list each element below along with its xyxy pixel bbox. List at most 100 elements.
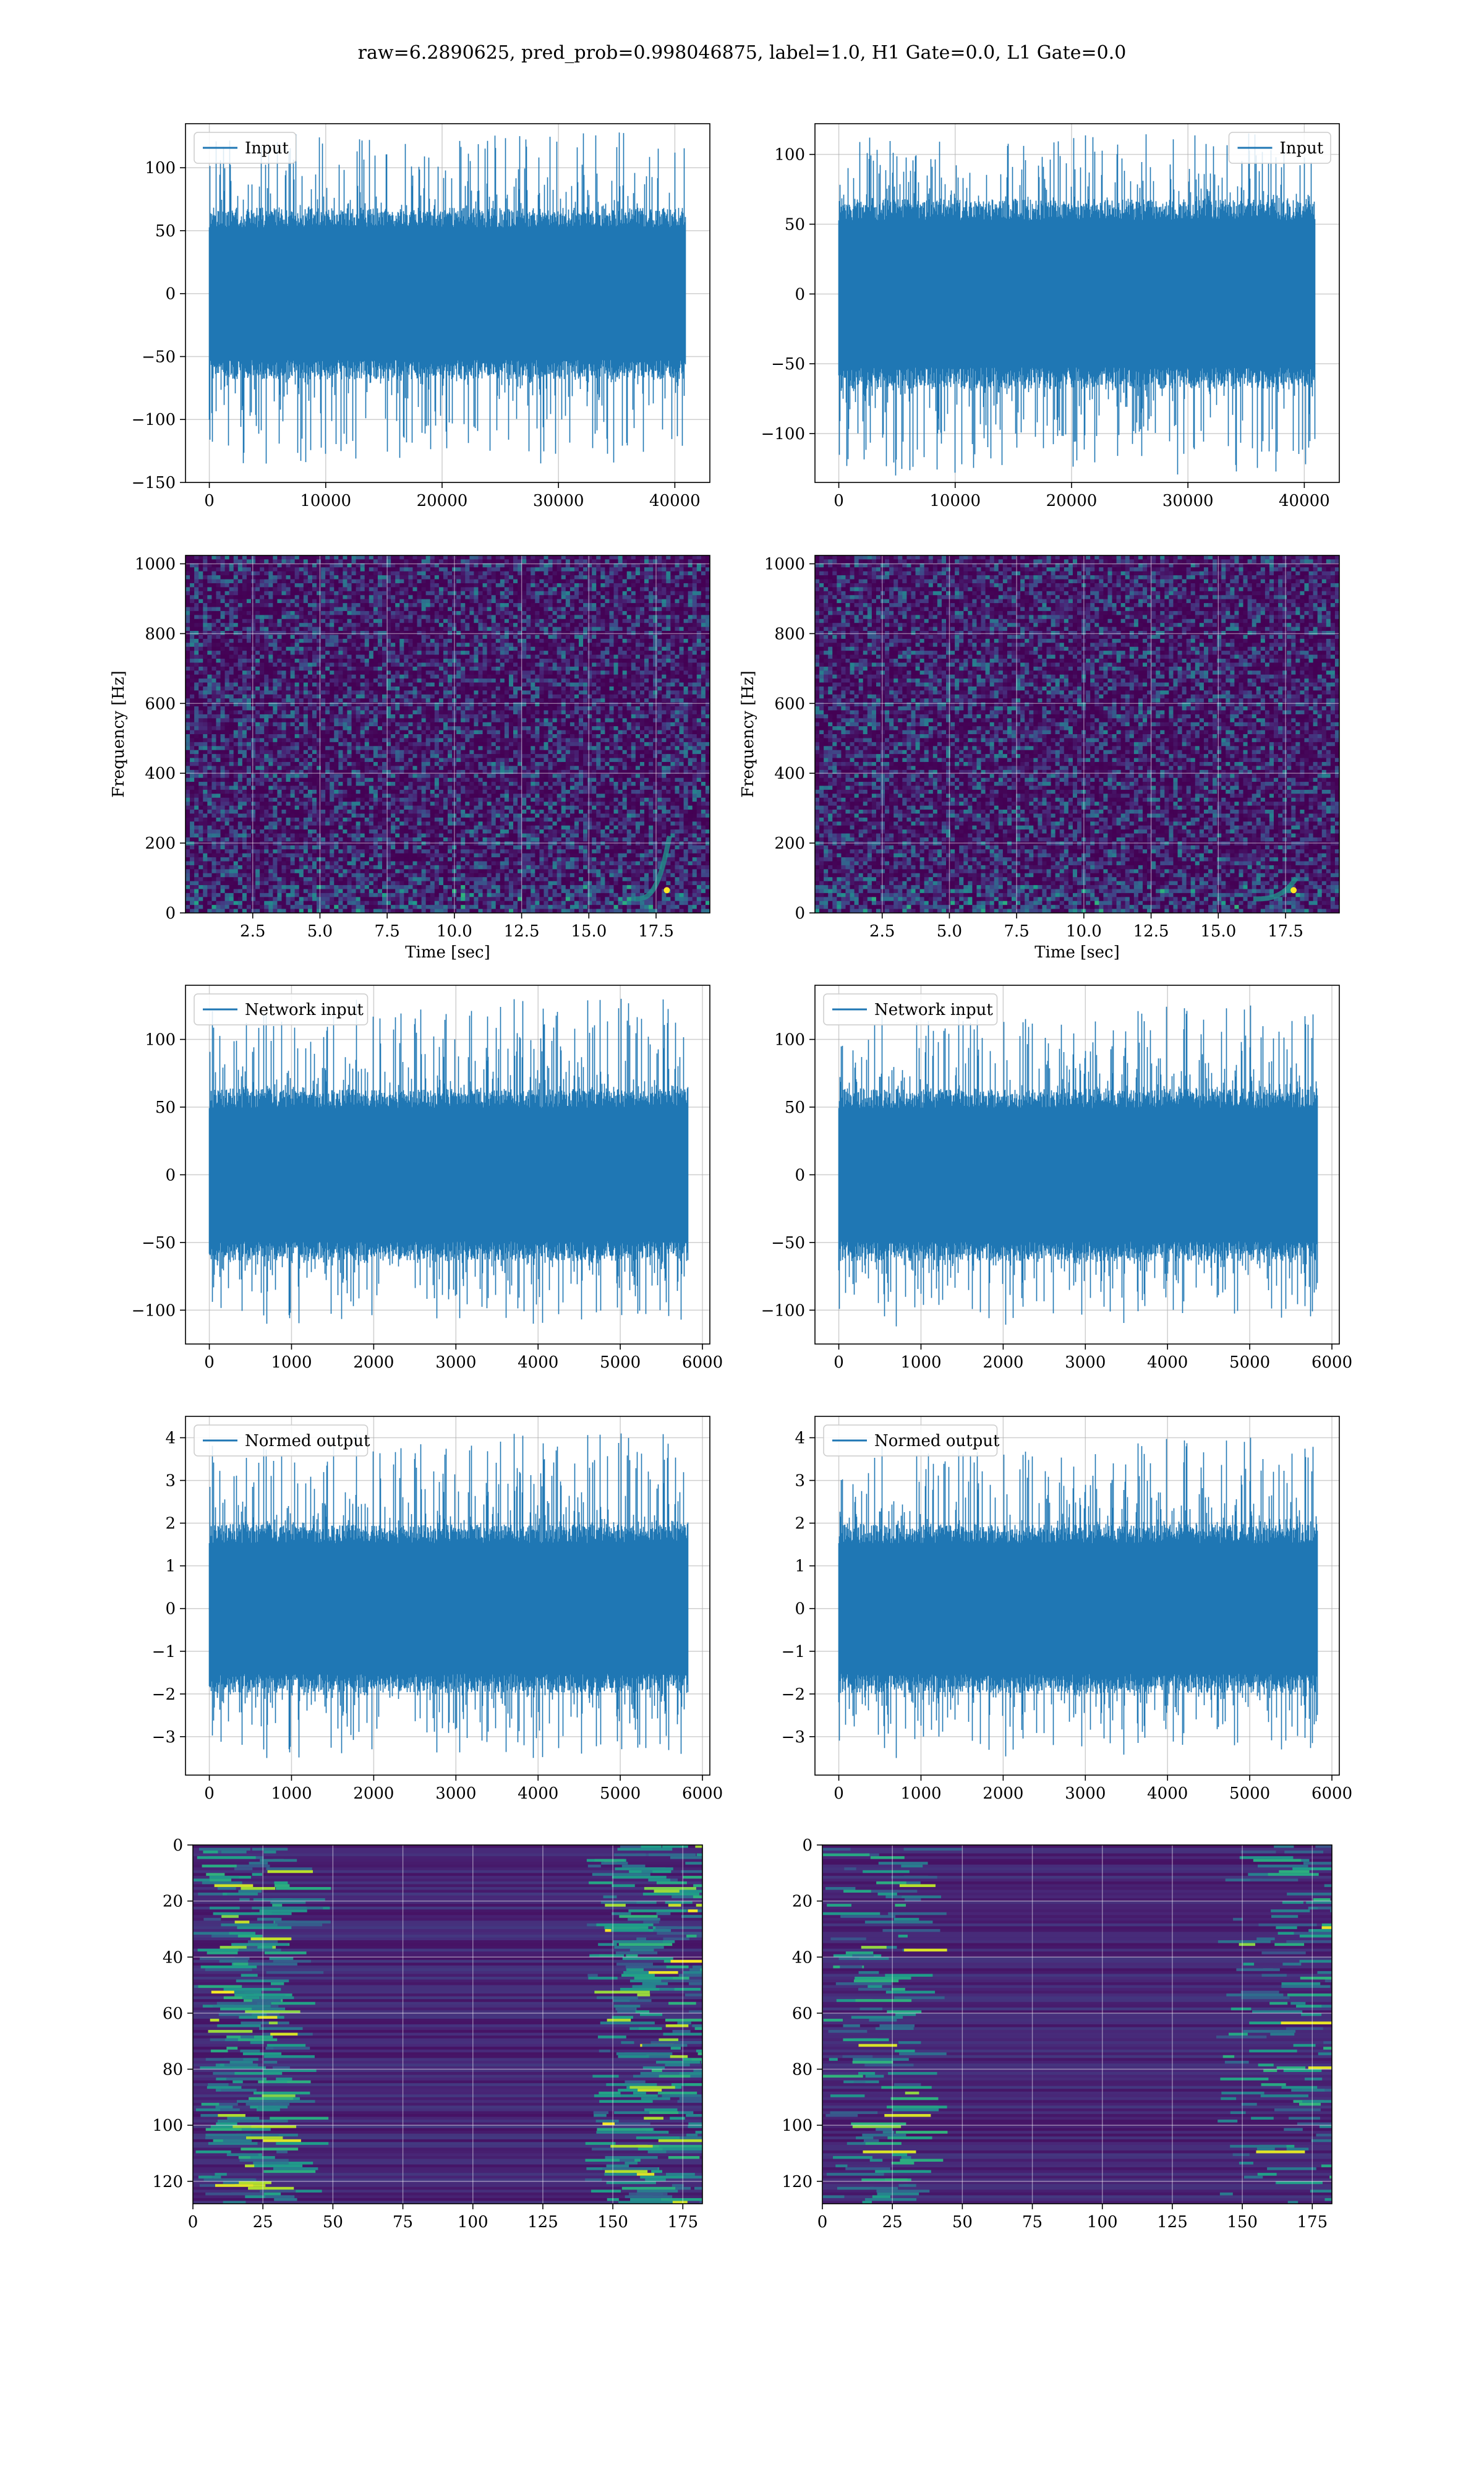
spectrogram-cell [211, 595, 217, 600]
spectrogram-cell [211, 694, 217, 699]
spectrogram-cell [391, 718, 396, 723]
spectrogram-cell [220, 829, 226, 834]
spectrogram-cell [412, 785, 418, 790]
spectrogram-cell [242, 607, 247, 612]
spectrogram-cell [351, 837, 357, 842]
spectrogram-cell [395, 698, 400, 703]
spectrogram-cell [273, 670, 278, 675]
spectrogram-cell [268, 651, 273, 656]
spectrogram-cell [382, 769, 387, 774]
spectrogram-cell [334, 638, 339, 643]
spectrogram-cell [395, 885, 400, 890]
spectrogram-cell [317, 718, 322, 723]
spectrogram-cell [186, 738, 190, 743]
spectrogram-cell [299, 845, 304, 850]
spectrogram-cell [412, 635, 418, 640]
spectrogram-cell [246, 901, 252, 905]
spectrogram-cell [251, 698, 256, 703]
spectrogram-cell [268, 615, 273, 620]
spectrogram-cell [377, 674, 383, 679]
spectrogram-cell [404, 837, 409, 842]
spectrogram-cell [207, 643, 212, 648]
spectrogram-cell [386, 682, 391, 687]
spectrogram-cell [347, 810, 352, 815]
spectrogram-cell [330, 881, 335, 886]
spectrogram-cell [251, 909, 256, 913]
spectrogram-cell [421, 754, 427, 759]
spectrogram-cell [321, 857, 326, 862]
spectrogram-cell [229, 563, 234, 568]
spectrogram-cell [351, 901, 357, 905]
spectrogram-cell [347, 865, 352, 870]
spectrogram-cell [281, 769, 287, 774]
spectrogram-cell [391, 766, 396, 771]
spectrogram-cell [325, 610, 330, 615]
spectrogram-cell [190, 698, 195, 703]
spectrogram-cell [312, 825, 317, 830]
spectrogram-cell [286, 603, 291, 608]
spectrogram-cell [377, 698, 383, 703]
spectrogram-cell [404, 638, 409, 643]
spectrogram-cell [186, 718, 190, 723]
spectrogram-cell [224, 761, 230, 766]
spectrogram-cell [369, 631, 374, 636]
spectrogram-cell [391, 881, 396, 886]
spectrogram-cell [277, 794, 283, 798]
spectrogram-cell [312, 802, 317, 807]
spectrogram-cell [211, 805, 217, 810]
spectrogram-cell [251, 734, 256, 739]
spectrogram-cell [395, 845, 400, 850]
spectrogram-cell [338, 849, 343, 854]
spectrogram-cell [303, 802, 309, 807]
spectrogram-cell [224, 754, 230, 759]
spectrogram-cell [211, 769, 217, 774]
spectrogram-cell [307, 841, 313, 846]
spectrogram-cell [277, 643, 283, 648]
spectrogram-cell [386, 710, 391, 715]
spectrogram-cell [364, 901, 370, 905]
spectrogram-cell [399, 638, 404, 643]
y-tick-label: −50 [771, 355, 805, 374]
spectrogram-cell [382, 690, 387, 695]
spectrogram-cell [224, 635, 230, 640]
spectrogram-cell [246, 789, 252, 794]
spectrogram-cell [317, 702, 322, 707]
spectrogram-cell [360, 610, 365, 615]
spectrogram-cell [281, 901, 287, 905]
spectrogram-cell [417, 810, 422, 815]
spectrogram-cell [198, 889, 203, 894]
spectrogram-cell [343, 877, 348, 882]
spectrogram-cell [303, 710, 309, 715]
spectrogram-cell [203, 802, 208, 807]
spectrogram-cell [382, 603, 387, 608]
spectrogram-cell [198, 833, 203, 838]
spectrogram-cell [412, 555, 418, 560]
spectrogram-cell [251, 718, 256, 723]
spectrogram-cell [255, 643, 260, 648]
spectrogram-cell [343, 861, 348, 866]
spectrogram-cell [399, 666, 404, 671]
spectrogram-cell [207, 873, 212, 878]
spectrogram-cell [264, 777, 269, 782]
spectrogram-cell [186, 754, 190, 759]
spectrogram-cell [369, 638, 374, 643]
spectrogram-cell [273, 909, 278, 913]
spectrogram-cell [211, 758, 217, 763]
spectrogram-cell [338, 722, 343, 727]
spectrogram-cell [408, 603, 414, 608]
spectrogram-cell [377, 607, 383, 612]
spectrogram-cell [303, 603, 309, 608]
spectrogram-cell [395, 841, 400, 846]
spectrogram-cell [404, 802, 409, 807]
spectrogram-cell [347, 718, 352, 723]
spectrogram-cell [330, 789, 335, 794]
spectrogram-cell [237, 694, 243, 699]
spectrogram-cell [237, 579, 243, 584]
spectrogram-cell [211, 746, 217, 751]
spectrogram-cell [347, 686, 352, 691]
spectrogram-cell [198, 571, 203, 576]
spectrogram-cell [281, 674, 287, 679]
spectrogram-cell [260, 738, 265, 743]
spectrogram-cell [255, 591, 260, 596]
spectrogram-cell [216, 861, 221, 866]
